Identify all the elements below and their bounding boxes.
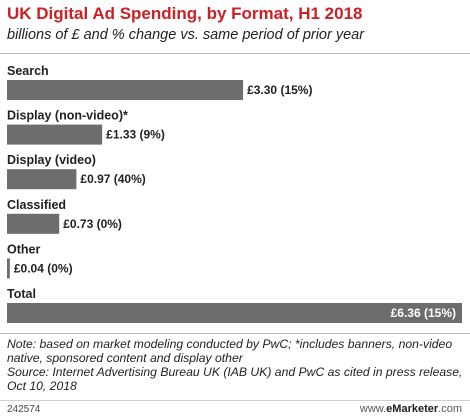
value-label-other: £0.04 (0%) (14, 261, 73, 275)
bar-chart: Search £3.30 (15%) Display (non-video)* £1.… (7, 64, 462, 323)
brand-suffix: .com (438, 403, 462, 415)
note-text: Note: based on market modeling conducted… (7, 337, 453, 365)
category-label-display-non-video: Display (non-video)* (7, 109, 128, 123)
chart-notes: Note: based on market modeling conducted… (7, 337, 463, 393)
category-label-other: Other (7, 242, 40, 256)
category-label-total: Total (7, 287, 36, 301)
chart-id: 242574 (7, 404, 41, 415)
source-text: Source: Internet Advertising Bureau UK (… (7, 365, 463, 393)
footer-divider (0, 400, 470, 401)
top-divider (0, 53, 470, 54)
brand-credit[interactable]: www.eMarketer.com (360, 403, 462, 415)
bottom-divider (0, 333, 470, 334)
brand-name: eMarketer (386, 403, 439, 415)
category-label-display-video: Display (video) (7, 153, 96, 167)
value-label-search: £3.30 (15%) (247, 83, 312, 97)
value-label-display-video: £0.97 (40%) (80, 172, 145, 186)
bar-display-video (7, 169, 77, 190)
value-label-total: £6.36 (15%) (391, 306, 456, 320)
category-label-classified: Classified (7, 198, 66, 212)
value-label-display-non-video: £1.33 (9%) (106, 128, 165, 142)
bar-other (7, 258, 10, 279)
bar-search (7, 80, 244, 100)
brand-prefix: www. (359, 403, 387, 415)
chart-title: UK Digital Ad Spending, by Format, H1 20… (7, 4, 363, 23)
bar-classified (7, 213, 60, 234)
chart-subtitle: billions of £ and % change vs. same peri… (7, 27, 365, 43)
category-label-search: Search (7, 64, 49, 78)
bar-total (7, 303, 462, 323)
value-label-classified: £0.73 (0%) (63, 217, 122, 231)
bar-display-non-video (7, 124, 103, 145)
